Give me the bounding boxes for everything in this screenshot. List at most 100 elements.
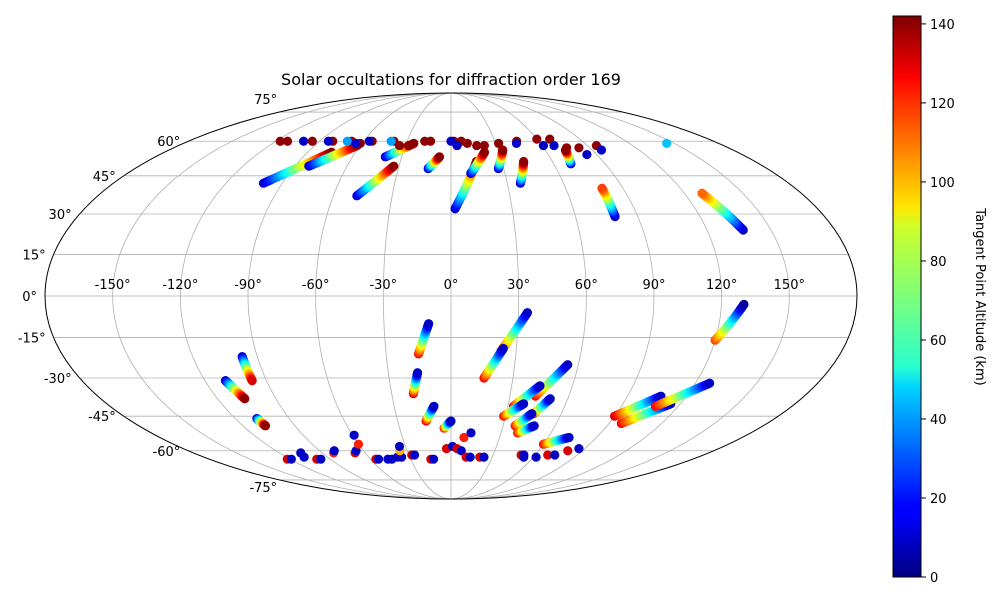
- track-point: [529, 421, 539, 431]
- track-point: [545, 394, 555, 404]
- track-point: [697, 188, 707, 198]
- data-point: [323, 136, 333, 146]
- data-point: [394, 140, 405, 151]
- data-point: [662, 138, 672, 148]
- data-point: [373, 454, 384, 464]
- data-point: [465, 452, 475, 462]
- data-point: [452, 140, 462, 151]
- colorbar-tick-label: 0: [930, 571, 938, 586]
- data-point: [286, 454, 296, 464]
- track-point: [597, 183, 607, 193]
- data-point: [282, 136, 293, 146]
- lon-tick-label: 0°: [444, 278, 459, 293]
- chart-title: Solar occultations for diffraction order…: [281, 70, 621, 89]
- lon-tick-label: -60°: [302, 278, 330, 293]
- data-point: [456, 446, 466, 456]
- data-point: [394, 441, 405, 452]
- data-point: [316, 454, 326, 464]
- lat-tick-label: -30°: [44, 372, 72, 387]
- data-point: [428, 454, 439, 464]
- data-point: [353, 439, 364, 449]
- data-point: [549, 140, 559, 151]
- data-point: [462, 138, 472, 148]
- data-point: [543, 450, 553, 460]
- lon-tick-label: -150°: [95, 278, 131, 293]
- colorbar-tick-label: 40: [930, 413, 947, 428]
- data-point: [403, 140, 414, 151]
- track-point: [705, 378, 715, 388]
- map-boundary: [44, 92, 858, 500]
- data-point: [532, 134, 542, 144]
- track-point: [479, 147, 490, 157]
- track-point: [247, 376, 257, 386]
- track-point: [424, 319, 434, 329]
- data-point: [538, 140, 549, 151]
- lon-tick-label: 60°: [575, 278, 598, 293]
- track-point: [519, 399, 529, 409]
- data-point: [275, 136, 285, 146]
- lat-tick-label: -45°: [88, 410, 116, 425]
- track-point: [535, 381, 545, 391]
- track-point: [522, 308, 533, 318]
- data-points: [220, 134, 749, 464]
- lat-tick-label: -75°: [249, 481, 277, 496]
- lat-tick-label: 75°: [254, 93, 277, 108]
- lat-tick-label: 30°: [49, 208, 72, 223]
- data-point: [386, 136, 396, 146]
- track-point: [564, 432, 574, 443]
- colorbar-tick-label: 60: [930, 334, 947, 349]
- data-point: [349, 430, 359, 440]
- lat-tick-label: -60°: [153, 445, 181, 460]
- lon-tick-label: 120°: [706, 278, 737, 293]
- data-point: [574, 444, 584, 454]
- graticule-grid: [45, 93, 857, 499]
- colorbar-label: Tangent Point Altitude (km): [972, 207, 987, 385]
- track-point: [563, 360, 573, 370]
- lat-tick-label: -15°: [18, 332, 46, 347]
- colorbar-tick-label: 80: [930, 255, 947, 270]
- data-point: [351, 138, 361, 148]
- track-point: [389, 161, 399, 171]
- data-point: [466, 428, 476, 438]
- data-point: [519, 452, 529, 462]
- track-point: [446, 416, 456, 426]
- lat-tick-label: 60°: [157, 135, 180, 150]
- track-point: [434, 152, 445, 162]
- lon-tick-label: 150°: [774, 278, 805, 293]
- data-point: [479, 452, 489, 462]
- track-point: [498, 145, 508, 155]
- lon-tick-label: -30°: [369, 278, 397, 293]
- data-point: [329, 446, 339, 456]
- colorbar-tick-label: 100: [930, 176, 955, 191]
- track-point: [739, 299, 749, 309]
- data-point: [425, 136, 436, 146]
- data-point: [307, 136, 317, 146]
- lat-tick-label: 15°: [23, 248, 46, 263]
- data-point: [596, 145, 607, 155]
- track-point: [260, 421, 271, 431]
- colorbar-tick-label: 20: [930, 492, 947, 507]
- colorbar-ticks: 0 20 40 60 80 100 120 140: [921, 18, 955, 586]
- data-point: [494, 138, 504, 148]
- track-point: [412, 368, 423, 378]
- lat-tick-label: 0°: [22, 290, 37, 305]
- data-point: [550, 450, 560, 460]
- data-point: [296, 448, 306, 458]
- lon-tick-label: 90°: [642, 278, 665, 293]
- data-point: [562, 143, 572, 153]
- colorbar-tick-label: 140: [930, 18, 955, 33]
- data-point: [511, 138, 522, 148]
- data-point: [342, 136, 352, 146]
- lon-tick-label: -90°: [234, 278, 262, 293]
- longitude-tick-labels: -150° -120° -90° -60° -30° 0° 30° 60° 90° 120° 150…: [95, 278, 805, 293]
- data-point: [545, 134, 555, 144]
- colorbar-tick-label: 120: [930, 97, 955, 112]
- data-point: [574, 143, 584, 153]
- data-point: [563, 446, 573, 456]
- track-point: [519, 156, 529, 167]
- lat-tick-label: 45°: [93, 170, 116, 185]
- data-point: [479, 140, 489, 151]
- track-point: [429, 401, 439, 411]
- data-point: [531, 452, 541, 462]
